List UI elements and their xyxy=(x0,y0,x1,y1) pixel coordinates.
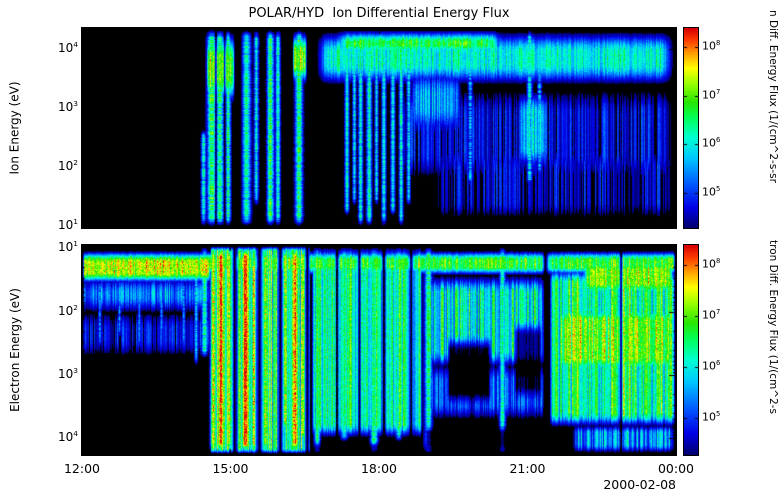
y-tick-label: 102 xyxy=(57,302,78,318)
date-label: 2000-02-08 xyxy=(603,477,676,492)
y-tick-label: 101 xyxy=(57,239,78,255)
colorbar-tick-label: 105 xyxy=(702,185,721,199)
y-tick-label: 104 xyxy=(57,429,78,445)
colorbar-tick-label: 108 xyxy=(702,39,721,54)
ion-y-axis-label: Ion Energy (eV) xyxy=(6,28,24,228)
electron-y-axis-label-text: Electron Energy (eV) xyxy=(8,288,23,412)
electron-colorbar xyxy=(683,244,699,456)
colorbar-tick-label: 105 xyxy=(702,410,721,424)
colorbar-tick-label: 106 xyxy=(702,136,721,151)
colorbar-tick-label: 108 xyxy=(702,257,721,272)
ion-colorbar xyxy=(683,27,699,229)
ion-y-axis-label-text: Ion Energy (eV) xyxy=(8,81,22,175)
electron-spectrogram-canvas xyxy=(81,244,677,456)
y-tick-label: 104 xyxy=(57,39,78,55)
x-tick-label: 21:00 xyxy=(509,461,546,476)
y-tick-label: 103 xyxy=(57,98,78,114)
x-tick-label: 12:00 xyxy=(63,461,101,476)
electron-y-axis-label: Electron Energy (eV) xyxy=(6,245,24,455)
electron-colorbar-label: tron Diff. Energy Flux (1/(cm^2-s xyxy=(767,240,778,414)
ion-colorbar-label: n Diff. Energy Flux (1/(cm^2-s-sr xyxy=(767,10,778,183)
x-tick-label: 00:00 xyxy=(657,461,695,476)
colorbar-tick-label: 106 xyxy=(702,359,721,373)
plot-title: POLAR/HYD Ion Differential Energy Flux xyxy=(248,6,510,21)
y-tick-label: 102 xyxy=(57,157,78,173)
colorbar-tick-label: 107 xyxy=(702,308,721,323)
x-tick-label: 18:00 xyxy=(360,461,398,476)
colorbar-tick-label: 107 xyxy=(702,87,721,102)
y-tick-label: 101 xyxy=(57,216,78,232)
ion-spectrogram-canvas xyxy=(81,27,677,229)
y-tick-label: 103 xyxy=(57,365,78,381)
x-tick-label: 15:00 xyxy=(212,461,249,476)
